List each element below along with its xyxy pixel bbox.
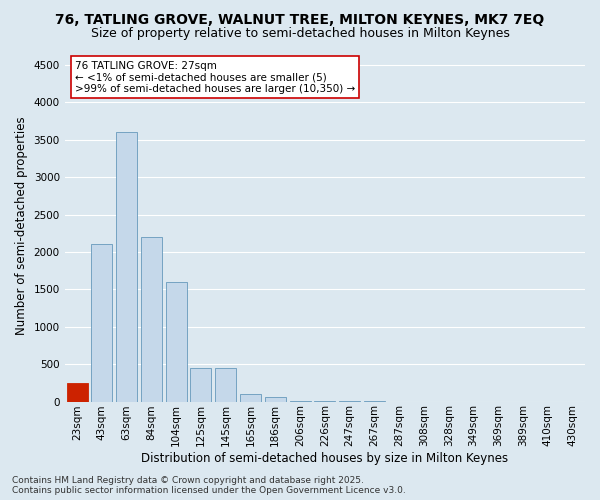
Text: 76, TATLING GROVE, WALNUT TREE, MILTON KEYNES, MK7 7EQ: 76, TATLING GROVE, WALNUT TREE, MILTON K…: [55, 12, 545, 26]
Text: 76 TATLING GROVE: 27sqm
← <1% of semi-detached houses are smaller (5)
>99% of se: 76 TATLING GROVE: 27sqm ← <1% of semi-de…: [75, 60, 355, 94]
Bar: [67, 383, 88, 402]
Bar: [91, 244, 112, 402]
Bar: [141, 237, 162, 402]
Bar: [166, 282, 187, 402]
Text: Contains HM Land Registry data © Crown copyright and database right 2025.
Contai: Contains HM Land Registry data © Crown c…: [12, 476, 406, 495]
X-axis label: Distribution of semi-detached houses by size in Milton Keynes: Distribution of semi-detached houses by …: [141, 452, 508, 465]
Bar: [290, 401, 311, 402]
Bar: [116, 132, 137, 402]
Bar: [240, 394, 261, 402]
Bar: [190, 368, 211, 402]
Bar: [215, 368, 236, 402]
Y-axis label: Number of semi-detached properties: Number of semi-detached properties: [15, 116, 28, 335]
Bar: [265, 397, 286, 402]
Text: Size of property relative to semi-detached houses in Milton Keynes: Size of property relative to semi-detach…: [91, 28, 509, 40]
